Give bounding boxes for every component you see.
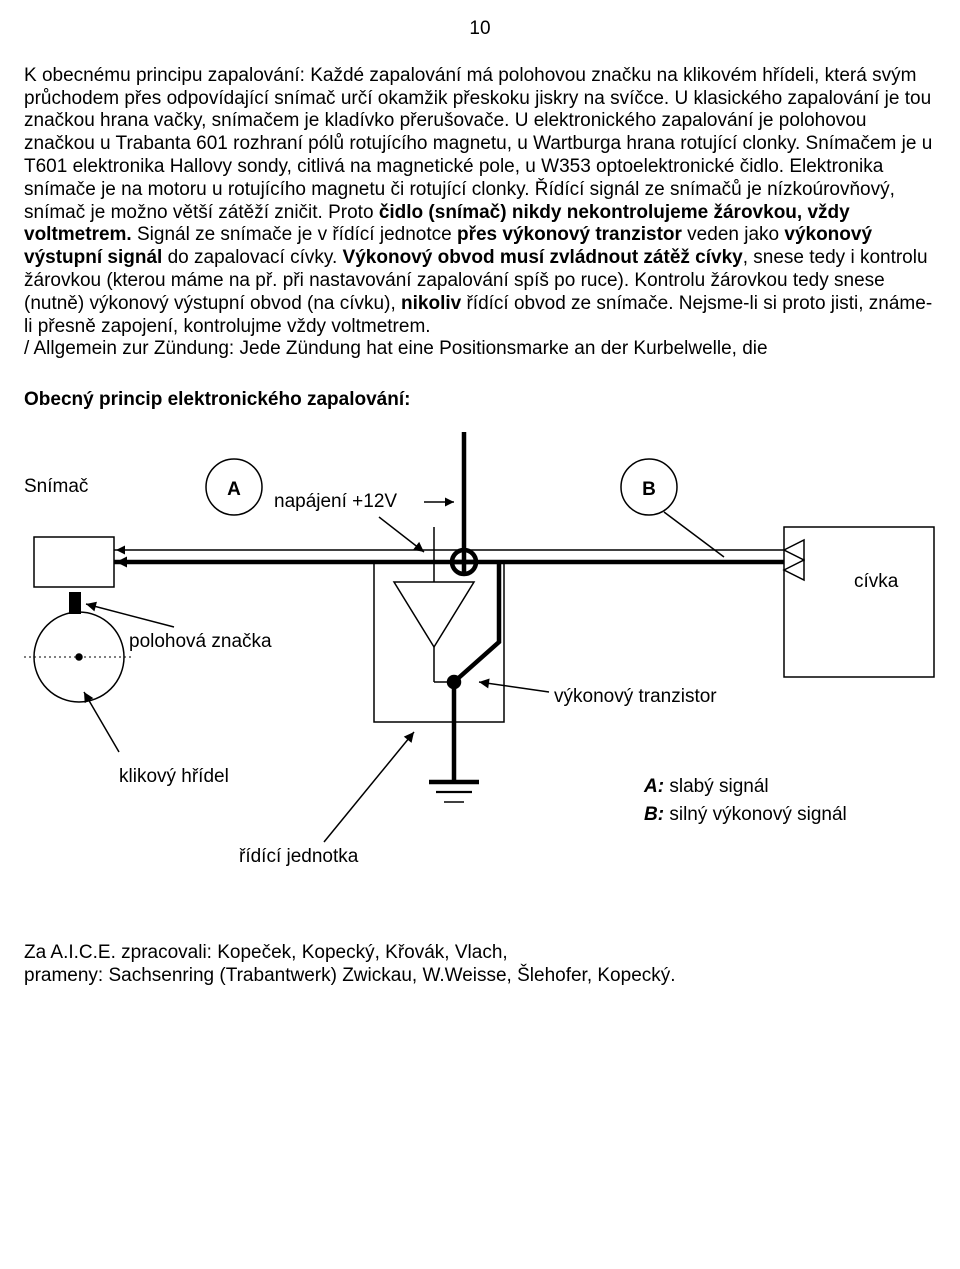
svg-text:A: A	[227, 479, 241, 500]
footer-line-2: prameny: Sachsenring (Trabantwerk) Zwick…	[24, 965, 936, 988]
svg-text:B: B	[642, 479, 656, 500]
svg-text:výkonový tranzistor: výkonový tranzistor	[554, 686, 717, 707]
svg-text:B: silný výkonový signál: B: silný výkonový signál	[644, 804, 847, 825]
ignition-diagram: Snímač polohová značka klikový hřídel Anapá…	[24, 432, 936, 902]
main-paragraph: K obecnému principu zapalování: Každé za…	[24, 65, 936, 361]
svg-text:polohová značka: polohová značka	[129, 631, 272, 652]
footer: Za A.I.C.E. zpracovali: Kopeček, Kopecký…	[24, 942, 936, 988]
svg-text:řídící jednotka: řídící jednotka	[239, 846, 359, 867]
footer-line-1: Za A.I.C.E. zpracovali: Kopeček, Kopecký…	[24, 942, 936, 965]
svg-text:klikový hřídel: klikový hřídel	[119, 766, 229, 787]
svg-text:Snímač: Snímač	[24, 476, 88, 497]
svg-text:napájení +12V: napájení +12V	[274, 491, 397, 512]
svg-text:cívka: cívka	[854, 571, 899, 592]
diagram-heading: Obecný princip elektronického zapalování…	[24, 389, 936, 412]
svg-text:A: slabý signál: A: slabý signál	[643, 776, 769, 797]
page-number: 10	[24, 18, 936, 41]
